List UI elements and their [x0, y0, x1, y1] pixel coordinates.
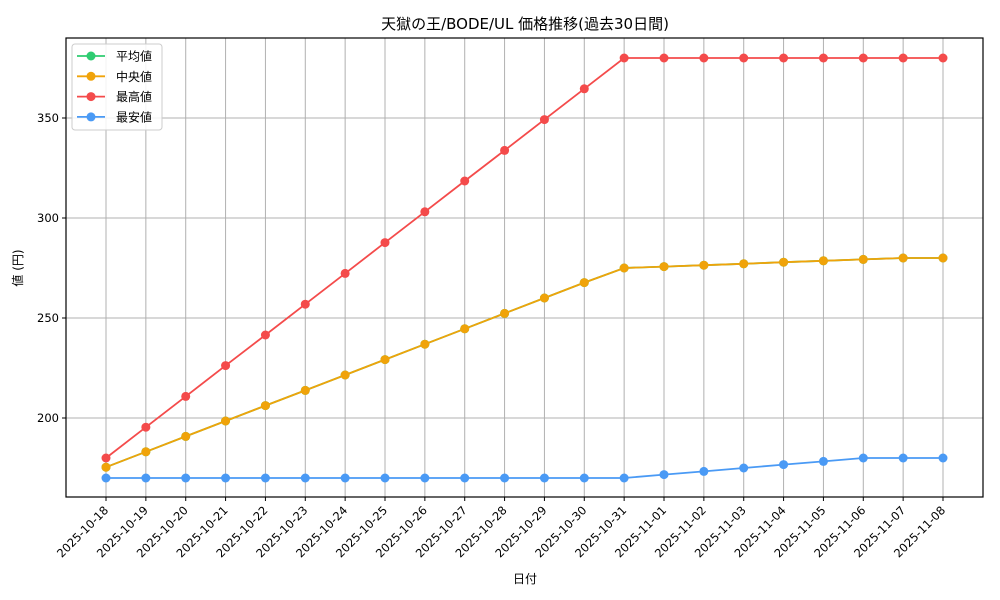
data-point — [300, 473, 310, 483]
data-point — [340, 268, 350, 278]
legend-label: 最高値 — [116, 89, 152, 104]
data-point — [260, 330, 270, 340]
data-point — [300, 299, 310, 309]
data-point — [619, 263, 629, 273]
data-point — [579, 473, 589, 483]
data-point — [619, 53, 629, 63]
data-point — [500, 473, 510, 483]
data-point — [858, 53, 868, 63]
data-point — [579, 278, 589, 288]
data-point — [779, 53, 789, 63]
legend-dot-icon — [86, 51, 96, 61]
data-point — [659, 262, 669, 272]
data-point — [460, 473, 470, 483]
data-point — [739, 53, 749, 63]
data-point — [141, 473, 151, 483]
legend-label: 平均値 — [116, 49, 152, 64]
y-tick-label: 250 — [37, 311, 59, 325]
data-point — [818, 456, 828, 466]
data-point — [380, 473, 390, 483]
data-point — [938, 453, 948, 463]
data-point — [779, 257, 789, 267]
data-point — [739, 463, 749, 473]
data-point — [460, 176, 470, 186]
data-point — [181, 391, 191, 401]
legend-label: 中央値 — [116, 69, 152, 84]
legend-item: 中央値 — [77, 69, 152, 84]
data-point — [539, 473, 549, 483]
data-point — [460, 324, 470, 334]
data-point — [500, 145, 510, 155]
legend-box — [71, 43, 163, 131]
grid-lines — [66, 38, 983, 497]
legend-dot-icon — [86, 112, 96, 122]
chart-title: 天獄の王/BODE/UL 価格推移(過去30日間) — [381, 15, 669, 33]
x-axis-ticks: 2025-10-182025-10-192025-10-202025-10-21… — [54, 497, 948, 560]
data-point — [938, 253, 948, 263]
legend-label: 最安値 — [116, 109, 152, 124]
data-point — [898, 453, 908, 463]
data-point — [101, 462, 111, 472]
data-point — [779, 460, 789, 470]
legend-item: 最高値 — [77, 89, 152, 104]
y-tick-label: 350 — [37, 111, 59, 125]
series-line — [101, 253, 948, 472]
data-series — [101, 53, 948, 483]
data-point — [699, 260, 709, 270]
x-axis-label: 日付 — [513, 572, 537, 586]
data-point — [539, 115, 549, 125]
y-tick-label: 200 — [37, 411, 59, 425]
data-point — [818, 53, 828, 63]
data-point — [898, 253, 908, 263]
legend-dot-icon — [86, 71, 96, 81]
data-point — [260, 401, 270, 411]
data-point — [818, 256, 828, 266]
data-point — [101, 473, 111, 483]
data-point — [699, 466, 709, 476]
data-point — [141, 422, 151, 432]
data-point — [420, 207, 430, 217]
y-axis-ticks: 200 250 300 350 — [37, 111, 66, 425]
data-point — [659, 470, 669, 480]
data-point — [221, 361, 231, 371]
data-point — [141, 447, 151, 457]
data-point — [101, 453, 111, 463]
legend-dot-icon — [86, 92, 96, 102]
data-point — [221, 416, 231, 426]
data-point — [699, 53, 709, 63]
data-point — [181, 473, 191, 483]
data-point — [221, 473, 231, 483]
series-line — [101, 53, 948, 463]
data-point — [340, 370, 350, 380]
data-point — [739, 259, 749, 269]
y-axis-label: 値 (円) — [10, 249, 25, 286]
data-point — [420, 473, 430, 483]
data-point — [898, 53, 908, 63]
data-point — [300, 385, 310, 395]
data-point — [938, 53, 948, 63]
data-point — [858, 453, 868, 463]
data-point — [380, 355, 390, 365]
data-point — [858, 254, 868, 264]
plot-area — [65, 37, 984, 498]
data-point — [181, 431, 191, 441]
data-point — [659, 53, 669, 63]
legend-item: 最安値 — [77, 109, 152, 124]
data-point — [579, 84, 589, 94]
data-point — [340, 473, 350, 483]
data-point — [619, 473, 629, 483]
data-point — [500, 308, 510, 318]
data-point — [260, 473, 270, 483]
data-point — [539, 293, 549, 303]
data-point — [380, 238, 390, 248]
series-line — [101, 453, 948, 483]
data-point — [420, 339, 430, 349]
legend-item: 平均値 — [77, 49, 152, 64]
y-tick-label: 300 — [37, 211, 59, 225]
